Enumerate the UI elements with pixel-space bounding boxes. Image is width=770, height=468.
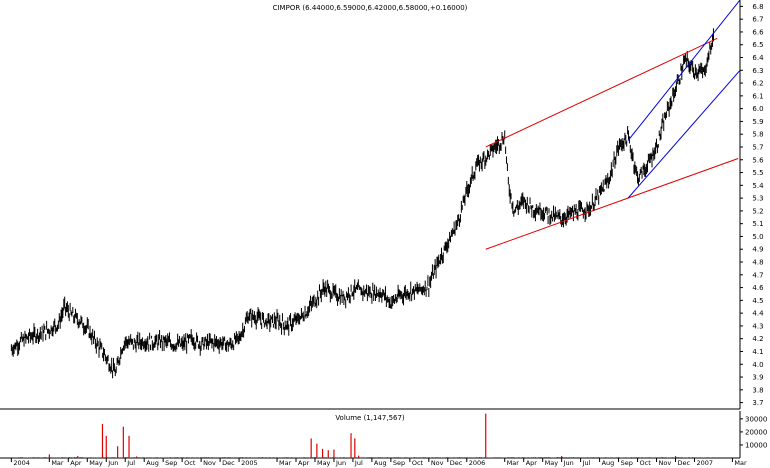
price-y-tick-label: 6.0 <box>752 105 763 113</box>
x-tick-label: Aug <box>146 459 159 467</box>
trend-line-blue-upper <box>627 0 741 141</box>
x-tick-label: May <box>317 459 331 467</box>
price-y-tick-label: 5.2 <box>752 207 763 215</box>
price-y-tick-label: 4.3 <box>752 322 763 330</box>
price-y-tick-label: 4.7 <box>752 271 763 279</box>
price-y-tick-label: 3.9 <box>752 374 763 382</box>
x-tick-label: Jul <box>126 459 135 467</box>
price-y-tick-label: 6.4 <box>752 54 764 62</box>
volume-y-tick-label: 30000 <box>745 415 767 423</box>
price-y-tick-label: 6.1 <box>752 92 763 100</box>
x-tick-label: Sep <box>621 459 633 467</box>
trend-channels <box>485 0 741 250</box>
x-tick-label: May <box>545 459 559 467</box>
price-y-axis: 3.7 3.8 3.9 4.0 4.1 4.2 4.3 4.4 4.5 4.6 4.7 4.8 4.9 5… <box>740 3 764 407</box>
price-y-tick-label: 5.7 <box>752 143 763 151</box>
price-y-tick-label: 6.2 <box>752 80 763 88</box>
x-tick-label: Nov <box>203 459 216 467</box>
x-tick-label: Dec <box>450 459 463 467</box>
x-tick-label: Nov <box>431 459 444 467</box>
price-y-tick-label: 5.1 <box>752 220 763 228</box>
price-y-tick-label: 4.8 <box>752 259 763 267</box>
trend-line-blue-lower <box>627 69 741 199</box>
x-tick-label: Apr <box>526 459 538 467</box>
x-tick-label: Jun <box>563 459 574 467</box>
x-tick-label: Oct <box>640 459 652 467</box>
price-y-tick-label: 4.4 <box>752 310 764 318</box>
x-tick-label: Mar <box>734 459 747 467</box>
x-tick-label: 2005 <box>241 459 258 467</box>
price-chart-title: CIMPOR (6.44000,6.59000,6.42000,6.58000,… <box>273 4 468 12</box>
trend-line-red-upper <box>485 37 718 148</box>
price-y-tick-label: 5.9 <box>752 118 763 126</box>
price-y-tick-label: 4.2 <box>752 335 763 343</box>
price-y-tick-label: 3.7 <box>752 399 763 407</box>
price-y-tick-label: 4.6 <box>752 284 764 292</box>
x-tick-label: Dec <box>677 459 690 467</box>
x-tick-label: Aug <box>374 459 387 467</box>
price-y-tick-label: 4.9 <box>752 246 763 254</box>
x-tick-label: 2007 <box>696 459 713 467</box>
price-y-tick-label: 6.8 <box>752 3 763 11</box>
volume-series <box>10 413 714 458</box>
x-tick-label: Oct <box>184 459 196 467</box>
x-tick-label: 2004 <box>13 459 30 467</box>
price-y-tick-label: 4.5 <box>752 297 763 305</box>
x-tick-label: Oct <box>412 459 424 467</box>
price-y-tick-label: 6.5 <box>752 41 763 49</box>
x-tick-label: Dec <box>222 459 235 467</box>
price-y-tick-label: 5.3 <box>752 195 763 203</box>
x-tick-label: Mar <box>279 459 292 467</box>
x-tick-label: Jul <box>354 459 363 467</box>
x-tick-label: 2006 <box>469 459 486 467</box>
price-y-tick-label: 6.7 <box>752 16 763 24</box>
x-tick-label: Jul <box>582 459 591 467</box>
x-tick-label: Apr <box>70 459 82 467</box>
price-y-tick-label: 5.5 <box>752 169 763 177</box>
x-tick-label: Mar <box>507 459 520 467</box>
price-y-tick-label: 5.6 <box>752 156 764 164</box>
price-y-tick-label: 6.3 <box>752 67 763 75</box>
x-tick-label: Sep <box>165 459 177 467</box>
x-tick-label: Nov <box>659 459 672 467</box>
price-y-tick-label: 4.0 <box>752 361 763 369</box>
price-y-tick-label: 5.0 <box>752 233 763 241</box>
price-y-tick-label: 4.1 <box>752 348 763 356</box>
price-series <box>10 28 714 379</box>
x-tick-label: Jun <box>335 459 346 467</box>
x-tick-label: Sep <box>393 459 405 467</box>
date-x-axis: 2004 Mar Apr May Jun Jul Aug Sep Oct Nov Dec 2005 Ma… <box>10 458 747 467</box>
volume-y-axis: 10000 20000 30000 <box>740 415 767 449</box>
price-y-tick-label: 3.8 <box>752 386 763 394</box>
x-tick-label: Apr <box>298 459 310 467</box>
price-y-tick-label: 5.8 <box>752 131 763 139</box>
price-y-tick-label: 5.4 <box>752 182 764 190</box>
volume-y-tick-label: 20000 <box>745 428 767 436</box>
x-tick-label: Aug <box>602 459 615 467</box>
trend-line-red-lower <box>485 158 739 250</box>
price-axes <box>0 0 741 410</box>
price-y-tick-label: 6.6 <box>752 28 764 36</box>
volume-chart-title: Volume (1,147,567) <box>335 414 405 422</box>
volume-y-tick-label: 10000 <box>745 441 767 449</box>
x-tick-label: May <box>89 459 103 467</box>
x-tick-label: Mar <box>51 459 64 467</box>
x-tick-label: Jun <box>107 459 118 467</box>
